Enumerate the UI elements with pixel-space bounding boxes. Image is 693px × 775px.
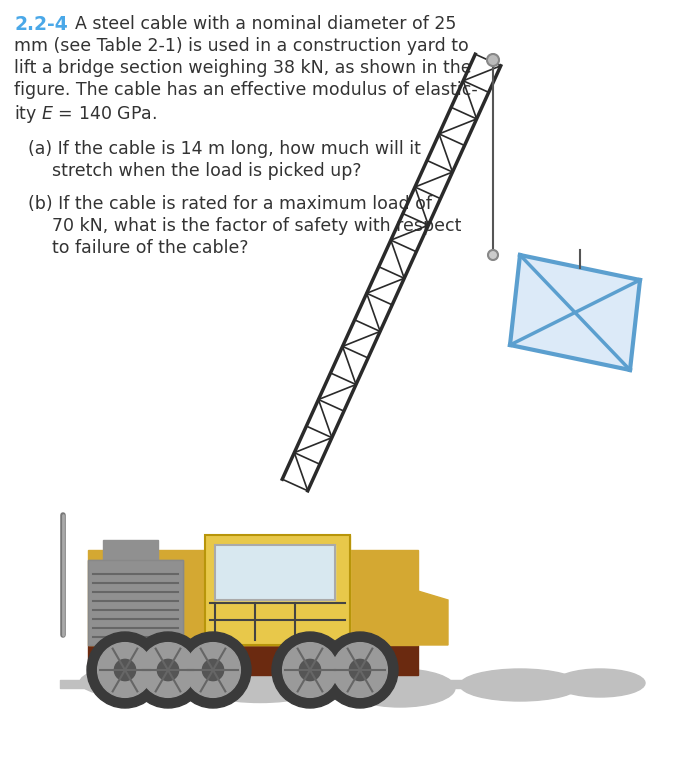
Text: 2.2-4: 2.2-4 bbox=[14, 15, 68, 34]
Circle shape bbox=[130, 632, 206, 708]
Circle shape bbox=[175, 632, 251, 708]
Bar bbox=[215, 545, 335, 600]
Text: mm (see Table 2-1) is used in a construction yard to: mm (see Table 2-1) is used in a construc… bbox=[14, 37, 468, 55]
Circle shape bbox=[114, 660, 136, 680]
Text: A steel cable with a nominal diameter of 25: A steel cable with a nominal diameter of… bbox=[75, 15, 457, 33]
Circle shape bbox=[322, 632, 398, 708]
Bar bbox=[88, 560, 183, 645]
Polygon shape bbox=[358, 585, 448, 645]
Text: stretch when the load is picked up?: stretch when the load is picked up? bbox=[52, 162, 362, 180]
Bar bbox=[103, 540, 158, 560]
Ellipse shape bbox=[555, 669, 645, 697]
Bar bbox=[88, 645, 418, 675]
Text: ity $E$ = 140 GPa.: ity $E$ = 140 GPa. bbox=[14, 103, 157, 125]
Circle shape bbox=[333, 642, 387, 698]
Ellipse shape bbox=[460, 669, 580, 701]
Text: lift a bridge section weighing 38 kN, as shown in the: lift a bridge section weighing 38 kN, as… bbox=[14, 59, 472, 77]
Circle shape bbox=[283, 642, 337, 698]
Circle shape bbox=[98, 642, 152, 698]
Circle shape bbox=[87, 632, 163, 708]
Circle shape bbox=[299, 660, 321, 680]
Bar bbox=[88, 560, 183, 645]
Text: 70 kN, what is the factor of safety with respect: 70 kN, what is the factor of safety with… bbox=[52, 217, 462, 235]
Circle shape bbox=[202, 660, 224, 680]
Circle shape bbox=[272, 632, 348, 708]
Bar bbox=[205, 535, 350, 645]
Text: (a) If the cable is 14 m long, how much will it: (a) If the cable is 14 m long, how much … bbox=[28, 140, 421, 158]
Circle shape bbox=[487, 54, 499, 66]
Ellipse shape bbox=[80, 667, 180, 697]
Circle shape bbox=[488, 250, 498, 260]
Ellipse shape bbox=[345, 669, 455, 707]
Circle shape bbox=[141, 642, 195, 698]
Ellipse shape bbox=[195, 667, 325, 702]
Polygon shape bbox=[510, 255, 640, 370]
Text: figure. The cable has an effective modulus of elastic-: figure. The cable has an effective modul… bbox=[14, 81, 477, 99]
Circle shape bbox=[349, 660, 371, 680]
Bar bbox=[215, 545, 335, 600]
Text: (b) If the cable is rated for a maximum load of: (b) If the cable is rated for a maximum … bbox=[28, 195, 432, 213]
Circle shape bbox=[157, 660, 179, 680]
Text: to failure of the cable?: to failure of the cable? bbox=[52, 239, 249, 257]
Bar bbox=[183, 565, 205, 645]
Bar bbox=[205, 535, 350, 645]
Bar bbox=[88, 550, 418, 645]
Circle shape bbox=[186, 642, 240, 698]
